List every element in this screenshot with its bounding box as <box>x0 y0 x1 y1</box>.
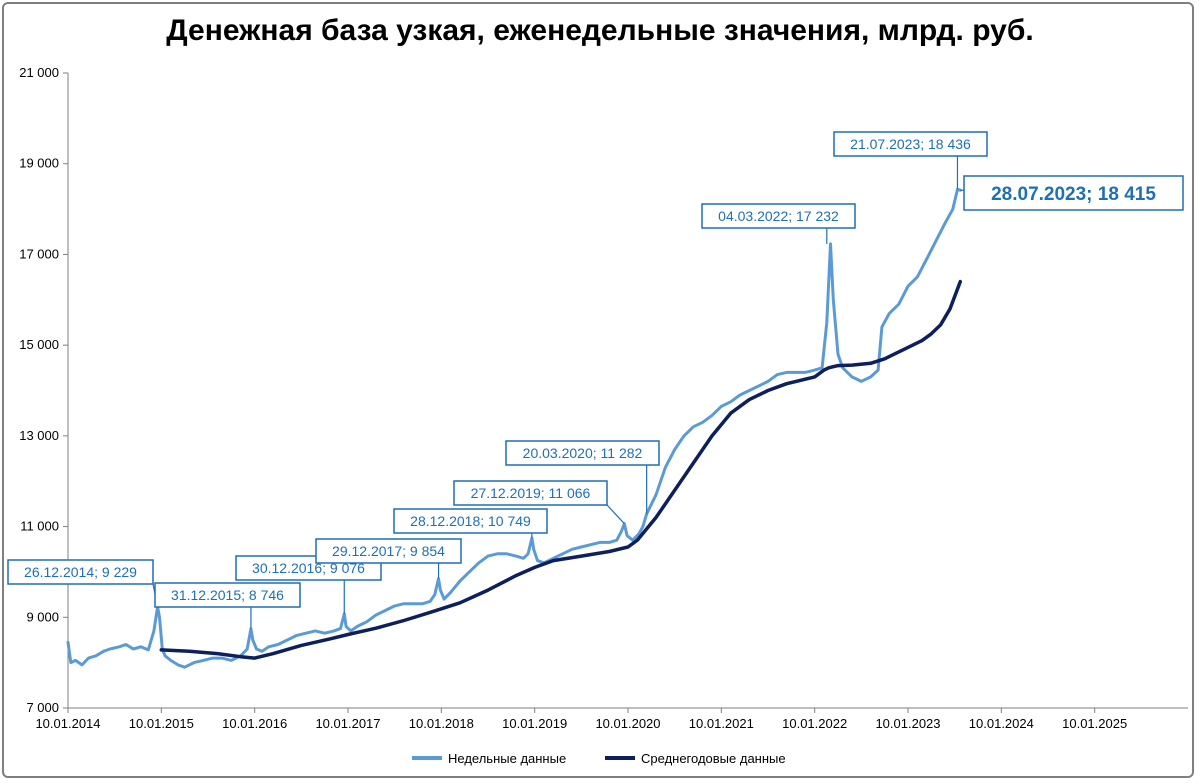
callout-box <box>453 480 608 506</box>
y-tick-label: 13 000 <box>19 428 59 443</box>
x-tick-label: 10.01.2014 <box>35 716 100 731</box>
callout-label: 26.12.2014; 9 229 <box>24 564 137 580</box>
x-tick-label: 10.01.2017 <box>315 716 380 731</box>
callout-label: 04.03.2022; 17 232 <box>718 208 839 224</box>
y-tick-label: 15 000 <box>19 337 59 352</box>
y-tick-label: 17 000 <box>19 246 59 261</box>
callout-label: 20.03.2020; 11 282 <box>523 445 643 461</box>
callout-label: 27.12.2019; 11 066 <box>471 485 591 501</box>
series-line-annual-average <box>159 279 963 660</box>
callout-box <box>154 582 301 608</box>
callout-box <box>701 203 856 229</box>
callout-box <box>315 538 462 564</box>
x-tick-label: 10.01.2015 <box>129 716 194 731</box>
callout-label: 31.12.2015; 8 746 <box>171 587 284 603</box>
legend-item: Недельные данные <box>412 751 566 766</box>
legend-label: Недельные данные <box>448 751 566 766</box>
x-tick-label: 10.01.2025 <box>1062 716 1127 731</box>
series-line-weekly <box>66 187 962 669</box>
legend-label: Среднегодовые данные <box>641 751 786 766</box>
callout: 30.12.2016; 9 076 <box>235 555 382 614</box>
y-tick-label: 11 000 <box>20 519 59 534</box>
x-tick-label: 10.01.2022 <box>782 716 847 731</box>
y-tick-label: 19 000 <box>19 156 59 171</box>
callout-box <box>833 131 988 157</box>
callout: 29.12.2017; 9 854 <box>315 538 462 579</box>
callout: 28.07.2023; 18 415 <box>960 175 1184 211</box>
callout: 04.03.2022; 17 232 <box>701 203 856 244</box>
callout: 27.12.2019; 11 066 <box>453 480 625 524</box>
callout-label: 30.12.2016; 9 076 <box>252 560 365 576</box>
callout-label: 21.07.2023; 18 436 <box>850 136 971 152</box>
y-tick-label: 7 000 <box>26 700 59 715</box>
x-tick-label: 10.01.2018 <box>409 716 474 731</box>
legend-item: Среднегодовые данные <box>605 751 786 766</box>
callout-label: 28.12.2018; 10 749 <box>410 513 531 529</box>
callout-box <box>7 559 154 585</box>
x-tick-label: 10.01.2021 <box>689 716 754 731</box>
x-tick-label: 10.01.2016 <box>222 716 287 731</box>
callout: 31.12.2015; 8 746 <box>154 582 301 629</box>
series-layer <box>66 187 963 669</box>
callout: 21.07.2023; 18 436 <box>833 131 988 190</box>
callout-box <box>393 508 548 534</box>
callout: 20.03.2020; 11 282 <box>505 440 660 514</box>
callout-leader <box>606 504 625 524</box>
callout-box <box>963 175 1184 211</box>
chart-title: Денежная база узкая, еженедельные значен… <box>166 14 1034 47</box>
y-tick-label: 9 000 <box>26 609 59 624</box>
callout-box <box>505 440 660 466</box>
x-tick-label: 10.01.2019 <box>502 716 567 731</box>
x-tick-label: 10.01.2024 <box>969 716 1034 731</box>
callout: 26.12.2014; 9 229 <box>7 559 159 608</box>
x-tick-label: 10.01.2020 <box>595 716 660 731</box>
callouts: 26.12.2014; 9 229 31.12.2015; 8 746 30.12.… <box>7 131 1184 629</box>
y-tick-label: 21 000 <box>19 65 59 80</box>
x-tick-label: 10.01.2023 <box>875 716 940 731</box>
legend: Недельные данные Среднегодовые данные <box>412 751 786 766</box>
callout-label: 28.07.2023; 18 415 <box>991 184 1156 205</box>
callout: 28.12.2018; 10 749 <box>393 508 548 538</box>
axes: 7 000 9 000 11 000 13 000 15 000 17 000 19 000… <box>19 65 1188 731</box>
callout-label: 29.12.2017; 9 854 <box>332 543 445 559</box>
callout-box <box>235 555 382 581</box>
